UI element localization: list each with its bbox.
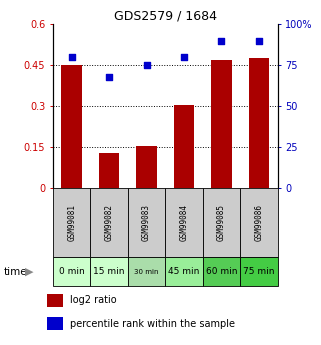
Bar — [99, 152, 119, 188]
Text: 30 min: 30 min — [134, 269, 159, 275]
Bar — [53, 257, 91, 286]
Bar — [240, 257, 278, 286]
Point — [144, 62, 149, 68]
Text: percentile rank within the sample: percentile rank within the sample — [70, 319, 235, 329]
Text: GSM99081: GSM99081 — [67, 204, 76, 241]
Bar — [47, 317, 63, 331]
Bar — [53, 188, 91, 257]
Text: 15 min: 15 min — [93, 267, 125, 276]
Text: GSM99082: GSM99082 — [105, 204, 114, 241]
Bar — [47, 294, 63, 307]
Bar — [128, 257, 165, 286]
Bar — [240, 188, 278, 257]
Text: 75 min: 75 min — [243, 267, 275, 276]
Text: log2 ratio: log2 ratio — [70, 295, 116, 305]
Text: GSM99085: GSM99085 — [217, 204, 226, 241]
Point — [219, 38, 224, 43]
Text: 45 min: 45 min — [168, 267, 200, 276]
Bar — [128, 188, 165, 257]
Point — [181, 54, 187, 60]
Bar — [203, 257, 240, 286]
Text: 60 min: 60 min — [206, 267, 237, 276]
Text: GSM99084: GSM99084 — [179, 204, 188, 241]
Text: ▶: ▶ — [25, 267, 34, 277]
Bar — [203, 188, 240, 257]
Bar — [165, 188, 203, 257]
Point — [256, 38, 262, 43]
Point — [107, 74, 112, 79]
Bar — [61, 65, 82, 188]
Point — [69, 54, 74, 60]
Title: GDS2579 / 1684: GDS2579 / 1684 — [114, 10, 217, 23]
Text: GSM99086: GSM99086 — [255, 204, 264, 241]
Bar — [249, 58, 269, 188]
Bar — [136, 146, 157, 188]
Bar — [91, 257, 128, 286]
Text: 0 min: 0 min — [59, 267, 84, 276]
Text: GSM99083: GSM99083 — [142, 204, 151, 241]
Bar — [174, 105, 194, 188]
Text: time: time — [3, 267, 27, 277]
Bar — [211, 60, 232, 188]
Bar — [91, 188, 128, 257]
Bar — [165, 257, 203, 286]
